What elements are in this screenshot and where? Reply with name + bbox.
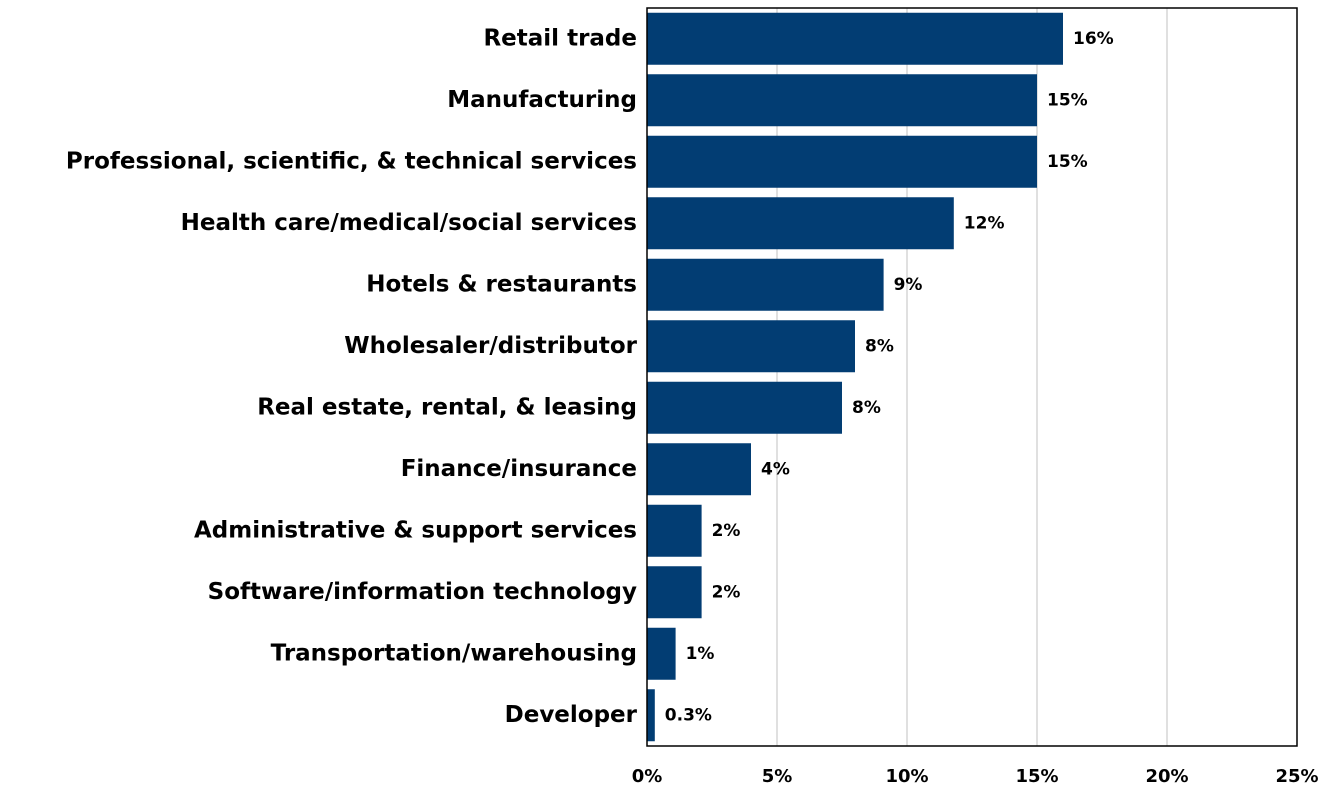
x-tick-label: 0% bbox=[632, 766, 663, 787]
value-label: 0.3% bbox=[665, 705, 712, 725]
bar bbox=[647, 443, 751, 496]
bar bbox=[647, 381, 842, 434]
value-label: 9% bbox=[894, 275, 923, 295]
bar bbox=[647, 689, 655, 742]
category-label: Software/information technology bbox=[208, 579, 637, 605]
category-label: Finance/insurance bbox=[401, 456, 637, 482]
bar bbox=[647, 197, 954, 250]
value-label: 15% bbox=[1047, 90, 1088, 110]
value-label: 4% bbox=[761, 459, 790, 479]
bar bbox=[647, 627, 676, 680]
value-label: 8% bbox=[865, 336, 894, 356]
category-label: Wholesaler/distributor bbox=[344, 333, 637, 359]
category-label: Manufacturing bbox=[447, 87, 637, 113]
plot-border bbox=[646, 7, 1298, 747]
x-tick-label: 15% bbox=[1015, 766, 1058, 787]
x-tick-label: 20% bbox=[1145, 766, 1188, 787]
value-label: 12% bbox=[964, 213, 1005, 233]
value-label: 15% bbox=[1047, 152, 1088, 172]
value-label: 2% bbox=[712, 582, 741, 602]
bar bbox=[647, 320, 855, 373]
bar bbox=[647, 12, 1063, 65]
category-label: Hotels & restaurants bbox=[366, 271, 637, 297]
value-label: 2% bbox=[712, 521, 741, 541]
bar bbox=[647, 566, 702, 619]
x-tick-label: 25% bbox=[1275, 766, 1318, 787]
value-label: 16% bbox=[1073, 29, 1114, 49]
bar bbox=[647, 258, 884, 311]
category-label: Health care/medical/social services bbox=[181, 210, 637, 236]
value-label: 1% bbox=[686, 644, 715, 664]
bar bbox=[647, 74, 1037, 127]
category-label: Professional, scientific, & technical se… bbox=[66, 148, 637, 174]
category-label: Transportation/warehousing bbox=[271, 640, 637, 666]
category-label: Real estate, rental, & leasing bbox=[257, 394, 637, 420]
category-label: Administrative & support services bbox=[194, 517, 637, 543]
value-label: 8% bbox=[852, 398, 881, 418]
category-label: Retail trade bbox=[483, 25, 637, 51]
bar bbox=[647, 135, 1037, 188]
x-tick-label: 10% bbox=[885, 766, 928, 787]
bar bbox=[647, 504, 702, 557]
x-tick-label: 5% bbox=[762, 766, 793, 787]
category-label: Developer bbox=[505, 702, 638, 728]
